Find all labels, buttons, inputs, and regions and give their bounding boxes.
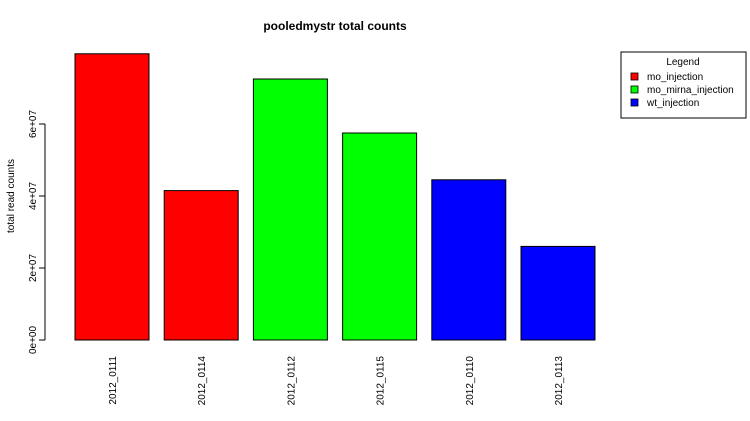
legend: Legend mo_injection mo_mirna_injection wt_… — [620, 51, 747, 119]
bar — [163, 190, 239, 341]
y-axis: 0e+00 2e+07 4e+07 6e+07 — [28, 110, 46, 355]
bars — [74, 53, 596, 341]
y-tick-label: 0e+00 — [28, 326, 39, 355]
legend-entries: mo_injection mo_mirna_injection wt_injecti… — [630, 72, 734, 109]
bar — [252, 78, 328, 341]
bar — [520, 245, 596, 341]
y-tick-label: 2e+07 — [28, 254, 39, 283]
x-tick-label: 2012_0111 — [108, 356, 119, 405]
x-tick-label: 2012_0113 — [554, 356, 565, 406]
legend-box — [620, 51, 747, 119]
y-tick-label: 6e+07 — [28, 110, 39, 139]
bar — [431, 179, 507, 341]
x-axis-labels: 2012_0111 2012_0114 2012_0112 2012_0115 2012… — [108, 356, 565, 406]
legend-swatch — [630, 72, 639, 81]
y-axis-label: total read counts — [6, 159, 17, 233]
x-tick-label: 2012_0115 — [376, 356, 387, 406]
legend-swatch — [630, 98, 639, 107]
legend-title: Legend — [666, 57, 699, 68]
x-tick-label: 2012_0112 — [286, 356, 297, 406]
x-tick-label: 2012_0110 — [465, 356, 476, 406]
bar — [342, 132, 418, 341]
legend-swatch — [630, 85, 639, 94]
x-tick-label: 2012_0114 — [197, 356, 208, 406]
legend-label: mo_injection — [647, 72, 703, 83]
chart-title: pooledmystr total counts — [263, 19, 407, 33]
y-tick-label: 4e+07 — [28, 182, 39, 211]
bar — [74, 53, 150, 341]
legend-label: wt_injection — [646, 98, 699, 109]
legend-label: mo_mirna_injection — [647, 85, 734, 96]
